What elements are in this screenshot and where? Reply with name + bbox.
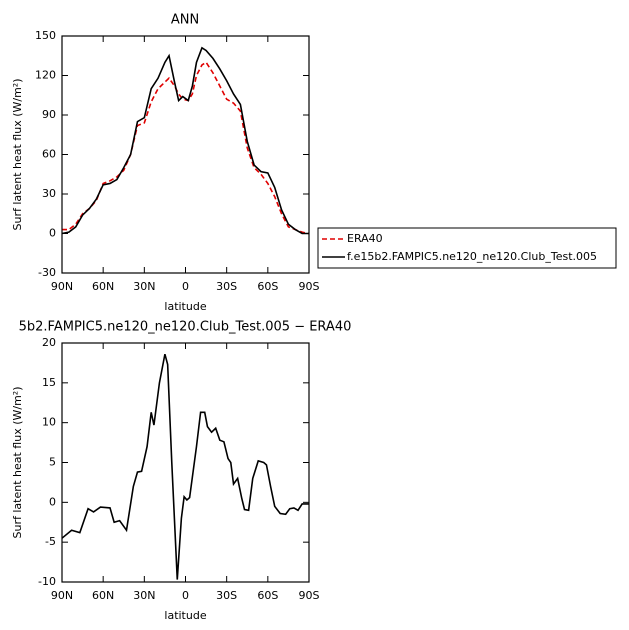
y-tick-label: 0 [49, 227, 56, 240]
x-tick-label: 30N [133, 589, 155, 602]
data-line [61, 353, 309, 580]
plot-frame [61, 342, 310, 583]
y-tick-label: 120 [35, 69, 56, 82]
x-tick-label: 30N [133, 280, 155, 293]
y-tick-label: 150 [35, 29, 56, 42]
y-tick-label: 60 [42, 148, 56, 161]
x-tick-label: 60N [92, 280, 114, 293]
y-tick-label: -30 [38, 266, 56, 279]
y-tick-label: 10 [42, 416, 56, 429]
x-tick-label: 90S [299, 280, 320, 293]
x-tick-label: 30S [216, 589, 237, 602]
x-tick-label: 90N [51, 589, 73, 602]
data-line [62, 61, 310, 235]
x-tick-label: 60N [92, 589, 114, 602]
x-tick-label: 30S [216, 280, 237, 293]
y-axis-label: Surf latent heat flux (W/m²) [11, 387, 24, 539]
chart-title: 5b2.FAMPIC5.ne120_ne120.Club_Test.005 − … [19, 320, 352, 335]
legend-label: ERA40 [347, 232, 383, 245]
x-tick-label: 60S [257, 280, 278, 293]
data-line [61, 46, 309, 235]
y-tick-label: -5 [45, 535, 56, 548]
y-tick-label: -10 [38, 575, 56, 588]
y-tick-label: 15 [42, 376, 56, 389]
x-axis-label: latitude [164, 609, 206, 622]
legend-box [317, 227, 617, 269]
legend-label: f.e15b2.FAMPIC5.ne120_ne120.Club_Test.00… [347, 250, 597, 263]
y-tick-label: 5 [49, 456, 56, 469]
x-tick-label: 0 [182, 589, 189, 602]
plot-frame [61, 35, 310, 274]
x-tick-label: 60S [257, 589, 278, 602]
y-tick-label: 20 [42, 336, 56, 349]
x-tick-label: 90S [299, 589, 320, 602]
y-tick-label: 30 [42, 187, 56, 200]
y-tick-label: 90 [42, 108, 56, 121]
x-tick-label: 90N [51, 280, 73, 293]
chart-title: ANN [171, 13, 199, 28]
x-tick-label: 0 [182, 280, 189, 293]
y-axis-label: Surf latent heat flux (W/m²) [11, 79, 24, 231]
x-axis-label: latitude [164, 300, 206, 313]
y-tick-label: 0 [49, 495, 56, 508]
